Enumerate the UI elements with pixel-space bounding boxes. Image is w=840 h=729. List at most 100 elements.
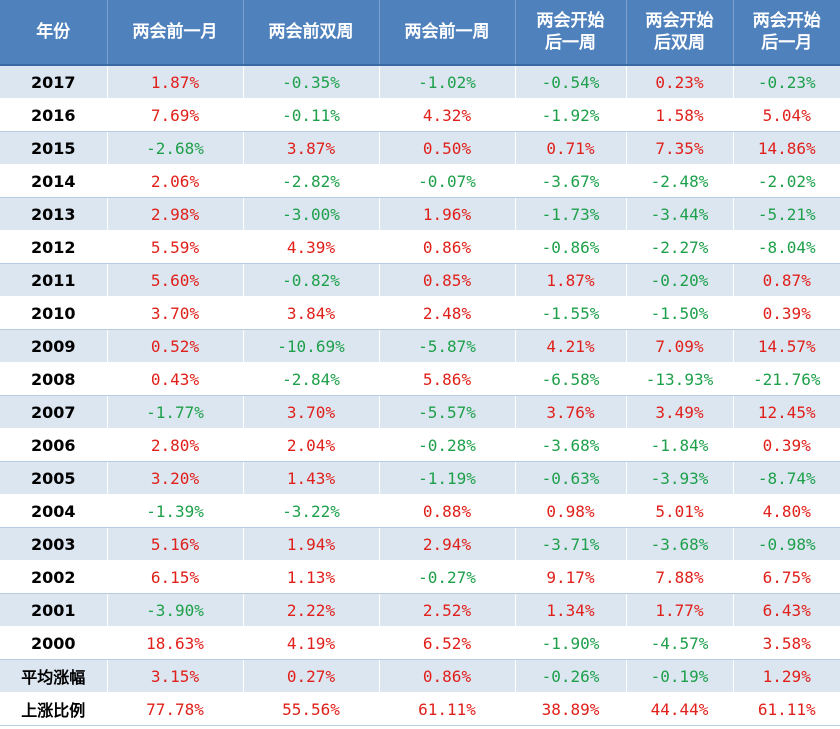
cell-after-two-weeks: 7.35% [626,131,734,165]
cell-after-week: -1.55% [515,296,627,330]
table-row: 2006 2.80% 2.04% -0.28% -3.68% -1.84% 0.39% [0,428,840,462]
cell-after-two-weeks: -3.68% [626,527,734,561]
cell-after-two-weeks: -0.20% [626,263,734,297]
table-row: 2015 -2.68% 3.87% 0.50% 0.71% 7.35% 14.86% [0,131,840,165]
table-row: 2012 5.59% 4.39% 0.86% -0.86% -2.27% -8.04% [0,230,840,264]
table-row: 上涨比例 77.78% 55.56% 61.11% 38.89% 44.44% 61.11% [0,692,840,726]
cell-after-two-weeks: 7.88% [626,560,734,594]
cell-before-two-weeks: -0.35% [243,65,380,99]
cell-after-week: 3.76% [515,395,627,429]
cell-before-two-weeks: 55.56% [243,692,380,726]
cell-after-two-weeks: -1.84% [626,428,734,462]
cell-before-month: 2.80% [107,428,244,462]
cell-after-two-weeks: 1.77% [626,593,734,627]
row-label: 2017 [0,65,108,99]
table-row: 2001 -3.90% 2.22% 2.52% 1.34% 1.77% 6.43% [0,593,840,627]
cell-after-month: 6.75% [733,560,840,594]
cell-after-two-weeks: 5.01% [626,494,734,528]
cell-after-two-weeks: 7.09% [626,329,734,363]
row-label: 2015 [0,131,108,165]
header-row: 年份 两会前一月 两会前双周 两会前一周 两会开始 后一周 两会开始 后双周 两会开… [0,0,840,66]
cell-after-week: -0.54% [515,65,627,99]
cell-before-month: 3.70% [107,296,244,330]
cell-before-month: -1.39% [107,494,244,528]
cell-before-two-weeks: 1.43% [243,461,380,495]
cell-before-week: -0.28% [379,428,516,462]
header-after-week: 两会开始 后一周 [515,0,627,66]
cell-after-week: 38.89% [515,692,627,726]
cell-before-week: 2.94% [379,527,516,561]
cell-before-two-weeks: -2.84% [243,362,380,396]
row-label: 平均涨幅 [0,659,108,693]
row-label: 2004 [0,494,108,528]
cell-before-week: -5.57% [379,395,516,429]
cell-before-week: 2.48% [379,296,516,330]
table-row: 2002 6.15% 1.13% -0.27% 9.17% 7.88% 6.75% [0,560,840,594]
table-row: 2009 0.52% -10.69% -5.87% 4.21% 7.09% 14.57% [0,329,840,363]
cell-after-week: -0.63% [515,461,627,495]
cell-before-month: -2.68% [107,131,244,165]
table-row: 2013 2.98% -3.00% 1.96% -1.73% -3.44% -5.21% [0,197,840,231]
cell-after-month: 6.43% [733,593,840,627]
cell-after-month: 12.45% [733,395,840,429]
table-row: 2017 1.87% -0.35% -1.02% -0.54% 0.23% -0.23% [0,65,840,99]
cell-after-month: -8.74% [733,461,840,495]
cell-after-week: -1.73% [515,197,627,231]
cell-before-month: 7.69% [107,98,244,132]
cell-before-two-weeks: 2.22% [243,593,380,627]
table-body: 2017 1.87% -0.35% -1.02% -0.54% 0.23% -0.23% 20… [0,65,840,726]
cell-before-two-weeks: 0.27% [243,659,380,693]
cell-before-week: 0.50% [379,131,516,165]
table-row: 2014 2.06% -2.82% -0.07% -3.67% -2.48% -2.02% [0,164,840,198]
cell-before-month: 5.59% [107,230,244,264]
row-label: 2007 [0,395,108,429]
table-row: 2011 5.60% -0.82% 0.85% 1.87% -0.20% 0.87% [0,263,840,297]
cell-after-two-weeks: -2.27% [626,230,734,264]
header-before-month: 两会前一月 [107,0,244,66]
cell-after-month: 61.11% [733,692,840,726]
header-year: 年份 [0,0,108,66]
table-row: 2010 3.70% 3.84% 2.48% -1.55% -1.50% 0.39% [0,296,840,330]
cell-after-month: 0.87% [733,263,840,297]
cell-after-month: 14.57% [733,329,840,363]
cell-after-month: -0.98% [733,527,840,561]
cell-before-week: 0.88% [379,494,516,528]
cell-after-month: -21.76% [733,362,840,396]
cell-after-week: -0.86% [515,230,627,264]
cell-before-month: 6.15% [107,560,244,594]
cell-after-week: -6.58% [515,362,627,396]
cell-after-week: -1.90% [515,626,627,660]
cell-before-week: 61.11% [379,692,516,726]
cell-after-two-weeks: -0.19% [626,659,734,693]
cell-after-week: -3.71% [515,527,627,561]
row-label: 2001 [0,593,108,627]
cell-before-week: 5.86% [379,362,516,396]
cell-before-month: 2.98% [107,197,244,231]
cell-after-two-weeks: -1.50% [626,296,734,330]
table-row: 2016 7.69% -0.11% 4.32% -1.92% 1.58% 5.04% [0,98,840,132]
row-label: 2014 [0,164,108,198]
cell-before-two-weeks: 1.13% [243,560,380,594]
table-row: 2003 5.16% 1.94% 2.94% -3.71% -3.68% -0.98% [0,527,840,561]
cell-before-month: 18.63% [107,626,244,660]
cell-before-week: -0.27% [379,560,516,594]
cell-after-two-weeks: -2.48% [626,164,734,198]
cell-before-two-weeks: -3.00% [243,197,380,231]
cell-after-two-weeks: 0.23% [626,65,734,99]
cell-after-week: 0.98% [515,494,627,528]
cell-after-two-weeks: 3.49% [626,395,734,429]
cell-before-week: 4.32% [379,98,516,132]
cell-after-month: -2.02% [733,164,840,198]
cell-before-two-weeks: -0.11% [243,98,380,132]
cell-after-month: -0.23% [733,65,840,99]
cell-before-month: 3.15% [107,659,244,693]
cell-after-month: 4.80% [733,494,840,528]
table-row: 2004 -1.39% -3.22% 0.88% 0.98% 5.01% 4.80% [0,494,840,528]
header-after-month: 两会开始 后一月 [733,0,840,66]
cell-before-month: 0.52% [107,329,244,363]
cell-before-week: 1.96% [379,197,516,231]
row-label: 2016 [0,98,108,132]
cell-before-week: -5.87% [379,329,516,363]
cell-after-month: 0.39% [733,296,840,330]
